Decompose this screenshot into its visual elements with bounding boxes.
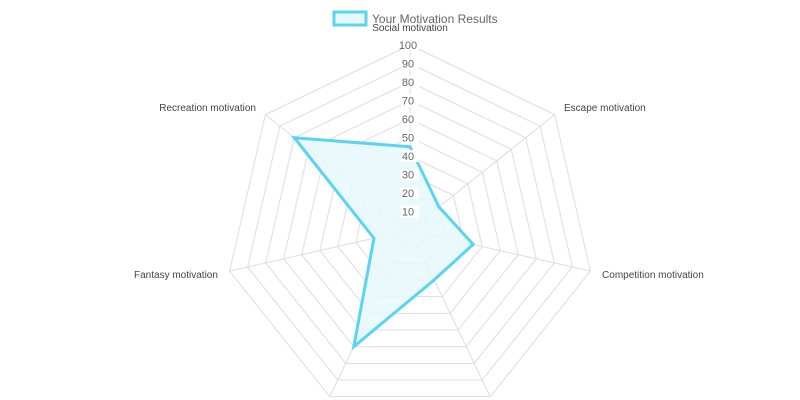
tick-label-bg-4 (401, 131, 419, 144)
grid-ring-7 (265, 81, 555, 364)
tick-label-9: 100 (399, 40, 417, 52)
tick-label-bg-7 (401, 76, 419, 88)
tick-label-bg-0 (401, 205, 419, 218)
tick-label-3: 40 (402, 151, 414, 163)
legend[interactable]: Your Motivation Results (332, 10, 498, 27)
tick-label-bg-3 (401, 150, 419, 162)
tick-label-bg-6 (401, 94, 419, 107)
tick-label-bg-1 (401, 187, 419, 199)
tick-label-0: 10 (402, 207, 414, 219)
data-point-5[interactable] (372, 236, 376, 240)
grid-ring-6 (283, 99, 537, 348)
tick-label-6: 70 (402, 96, 414, 108)
tick-label-2: 30 (402, 170, 414, 182)
axis-labels: Social motivation Escape motivation Compet… (134, 23, 704, 281)
data-point-6[interactable] (292, 136, 296, 140)
grid-ring-9 (229, 44, 591, 398)
series-layer (290, 135, 476, 351)
data-point-1[interactable] (437, 205, 441, 209)
grid-ring-5 (301, 118, 519, 331)
tick-label-bg-9 (401, 39, 419, 51)
axis-label-2: Competition motivation (602, 270, 704, 281)
tick-label-5: 60 (402, 114, 414, 126)
axis-label-5: Fantasy motivation (134, 270, 218, 281)
tick-label-8: 90 (402, 59, 414, 71)
data-point-2[interactable] (471, 242, 475, 246)
axis-label-0: Social motivation (372, 23, 448, 34)
radial-tick-labels: 10 20 30 40 50 60 70 80 90 100 (399, 39, 419, 219)
tick-label-1: 20 (402, 188, 414, 200)
data-point-3[interactable] (432, 278, 436, 282)
tick-label-bg-8 (401, 57, 419, 70)
data-point-4[interactable] (352, 345, 356, 349)
legend-label[interactable]: Your Motivation Results (372, 12, 498, 26)
axis-label-1: Escape motivation (564, 103, 646, 114)
tick-label-7: 80 (402, 77, 414, 89)
tick-label-4: 50 (402, 133, 414, 145)
tick-label-bg-5 (401, 113, 419, 125)
grid-ring-8 (247, 62, 573, 381)
tick-label-bg-2 (401, 168, 419, 181)
series-polygon (290, 135, 476, 351)
axis-label-6: Recreation motivation (159, 103, 256, 114)
data-point-0[interactable] (408, 145, 412, 149)
legend-swatch[interactable] (332, 10, 368, 27)
